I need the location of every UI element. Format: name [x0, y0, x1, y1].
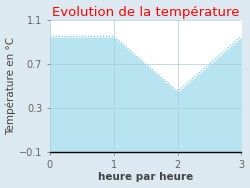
Title: Evolution de la température: Evolution de la température [52, 6, 239, 19]
Y-axis label: Température en °C: Température en °C [6, 37, 16, 135]
X-axis label: heure par heure: heure par heure [98, 172, 193, 182]
